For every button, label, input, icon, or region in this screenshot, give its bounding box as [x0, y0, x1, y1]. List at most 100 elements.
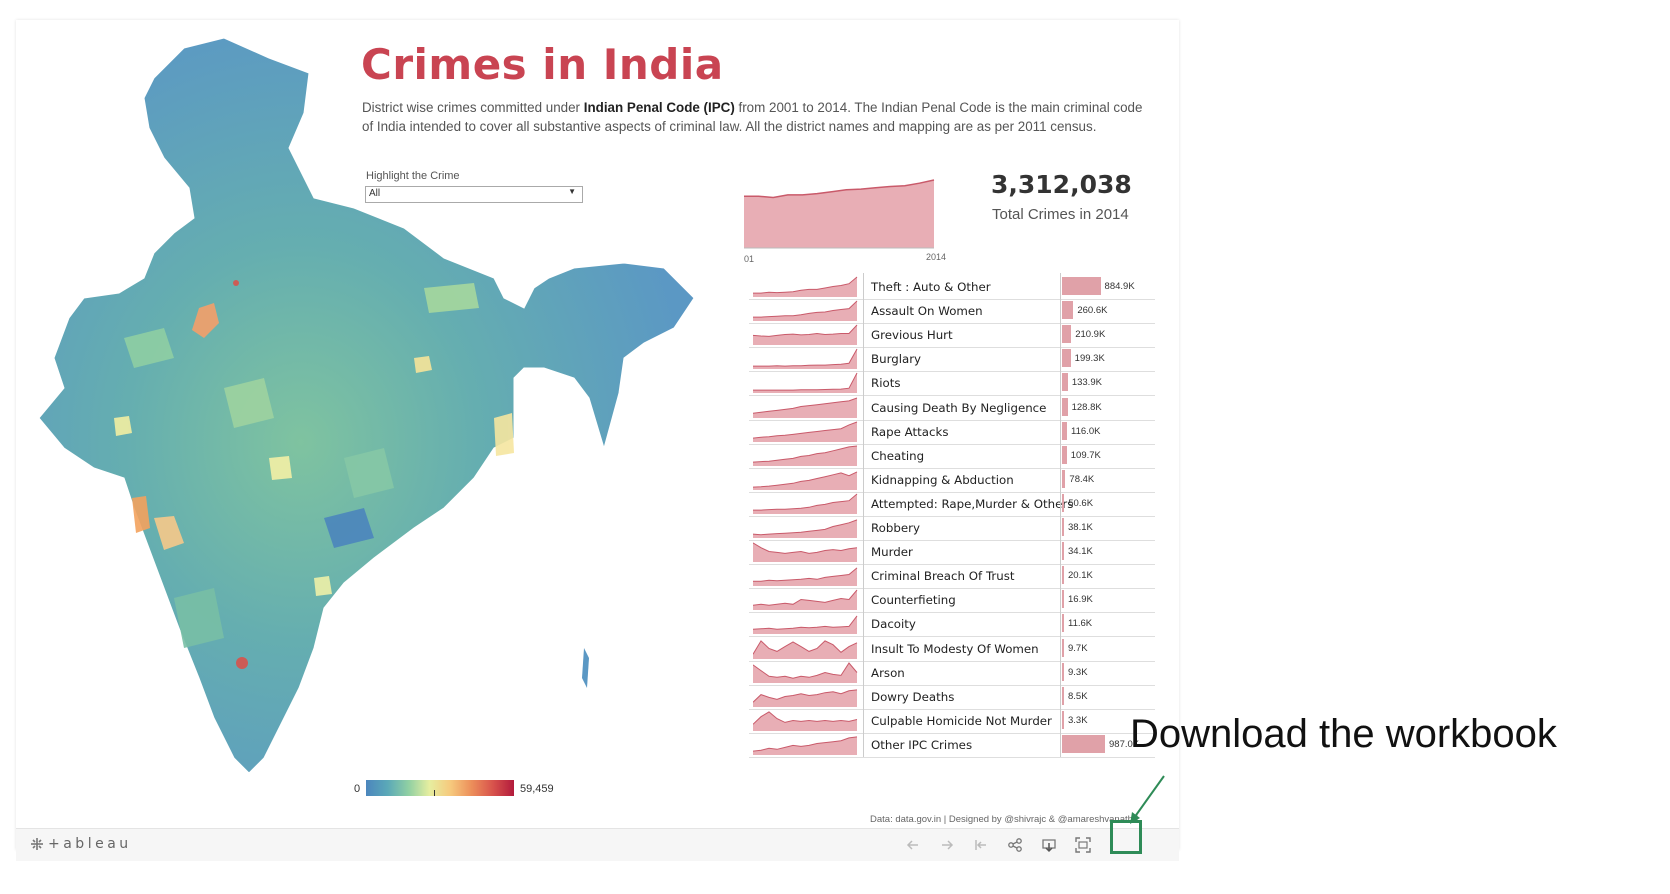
sparkline-line: [753, 689, 858, 703]
crime-row[interactable]: Counterfieting 16.9K: [749, 586, 1155, 614]
crime-value-label: 34.1K: [1068, 546, 1093, 558]
sparkline-line: [753, 493, 858, 511]
column-divider: [1060, 417, 1061, 444]
description-bold: Indian Penal Code (IPC): [583, 100, 735, 115]
crime-name: Theft : Auto & Other: [871, 280, 991, 294]
sparkline-line: [753, 349, 858, 367]
total-crime-trend-chart[interactable]: 2001 2014: [744, 170, 974, 280]
crime-bar: [1062, 710, 1064, 729]
crime-row[interactable]: Arson 9.3K: [749, 658, 1155, 686]
crime-row[interactable]: Dowry Deaths 8.5K: [749, 682, 1155, 710]
column-divider: [1060, 538, 1061, 565]
download-icon[interactable]: [1040, 836, 1058, 854]
column-divider: [1060, 345, 1061, 372]
crime-row[interactable]: Causing Death By Negligence 128.8K: [749, 393, 1155, 421]
undo-icon[interactable]: [904, 836, 922, 854]
crime-row[interactable]: Insult To Modesty Of Women 9.7K: [749, 634, 1155, 662]
sparkline-line: [753, 276, 858, 294]
column-divider: [863, 682, 864, 709]
trend-end-label: 2014: [926, 252, 946, 262]
column-divider: [1060, 514, 1061, 540]
column-divider: [1060, 465, 1061, 492]
crime-name: Burglary: [871, 352, 922, 367]
legend-min-label: 0: [354, 783, 361, 795]
column-divider: [863, 369, 864, 396]
sparkline-area: [753, 689, 857, 707]
tableau-logo-icon: [31, 838, 43, 850]
fullscreen-icon[interactable]: [1074, 836, 1092, 854]
crime-row[interactable]: Murder 34.1K: [749, 538, 1155, 566]
column-divider: [863, 273, 864, 299]
crime-bar: [1062, 445, 1067, 464]
crime-bar: [1062, 614, 1064, 633]
sparkline-line: [753, 519, 858, 536]
tableau-logo-text: +ableau: [48, 836, 132, 852]
sparkline-area: [753, 493, 857, 514]
crime-row[interactable]: Other IPC Crimes 987.0K: [749, 730, 1155, 758]
india-district-map[interactable]: [24, 37, 744, 828]
sparkline-line: [753, 615, 858, 631]
sparkline-line: [753, 421, 858, 439]
crime-row[interactable]: Assault On Women 260.6K: [749, 297, 1155, 325]
sparkline: [753, 519, 858, 538]
sparkline-line: [753, 373, 858, 391]
column-divider: [863, 634, 864, 661]
crime-value-label: 8.5K: [1068, 690, 1088, 702]
crime-row[interactable]: Culpable Homicide Not Murder 3.3K: [749, 706, 1155, 734]
crime-name: Cheating: [871, 448, 925, 463]
crime-value-label: 884.9K: [1104, 281, 1135, 292]
crime-value-label: 9.7K: [1068, 642, 1088, 654]
crime-name: Rape Attacks: [871, 424, 949, 439]
sparkline: [753, 689, 858, 707]
callout-arrow: [1130, 775, 1165, 824]
crime-name: Kidnapping & Abduction: [871, 472, 1014, 487]
redo-icon[interactable]: [938, 836, 956, 854]
crime-row[interactable]: Theft : Auto & Other 884.9K: [749, 273, 1155, 300]
column-divider: [1060, 658, 1061, 685]
crime-row[interactable]: Attempted: Rape,Murder & Others 50.6K: [749, 489, 1155, 517]
crime-row[interactable]: Rape Attacks 116.0K: [749, 417, 1155, 445]
download-highlight-box: [1110, 820, 1142, 854]
sparkline-line: [753, 661, 858, 679]
sparkline: [753, 324, 858, 346]
sparkline: [753, 589, 858, 611]
description-prefix: District wise crimes committed under: [362, 100, 584, 115]
crime-bar: [1062, 277, 1101, 295]
sparkline: [753, 471, 858, 490]
sparkline: [753, 615, 858, 635]
sparkline-area: [753, 397, 857, 418]
column-divider: [863, 489, 864, 516]
column-divider: [863, 706, 864, 733]
crime-row[interactable]: Riots 133.9K: [749, 369, 1155, 397]
crime-row[interactable]: Dacoity 11.6K: [749, 610, 1155, 638]
andaman-islands: [582, 648, 589, 688]
crime-name: Dacoity: [871, 617, 916, 632]
revert-icon[interactable]: [972, 836, 990, 854]
column-divider: [1060, 634, 1061, 661]
crime-row[interactable]: Criminal Breach Of Trust 20.1K: [749, 562, 1155, 590]
total-crimes-label: Total Crimes in 2014: [992, 206, 1129, 223]
sparkline: [753, 711, 858, 731]
crime-value-label: 78.4K: [1069, 473, 1095, 485]
sparkline: [753, 736, 858, 755]
crime-name: Murder: [871, 545, 913, 560]
crime-row[interactable]: Burglary 199.3K: [749, 345, 1155, 373]
crime-value-label: 987.0K: [1109, 738, 1140, 750]
sparkline-area: [753, 519, 857, 538]
column-divider: [1060, 393, 1061, 420]
sparkline-area: [753, 616, 857, 635]
crime-value-label: 20.1K: [1068, 570, 1093, 582]
crime-row[interactable]: Cheating 109.7K: [749, 441, 1155, 469]
sparkline-line: [753, 711, 858, 725]
dashboard: Crimes in India District wise crimes com…: [16, 20, 1179, 850]
share-icon[interactable]: [1006, 836, 1024, 854]
crime-value-label: 210.9K: [1075, 329, 1106, 341]
crime-row[interactable]: Grevious Hurt 210.9K: [749, 321, 1155, 349]
column-divider: [863, 730, 864, 757]
column-divider: [863, 610, 864, 637]
crime-row[interactable]: Robbery 38.1K: [749, 514, 1155, 541]
sparkline: [753, 493, 858, 514]
tableau-logo[interactable]: +ableau: [30, 836, 132, 852]
crime-filter-dropdown[interactable]: All ▼: [365, 186, 583, 203]
crime-row[interactable]: Kidnapping & Abduction 78.4K: [749, 465, 1155, 493]
